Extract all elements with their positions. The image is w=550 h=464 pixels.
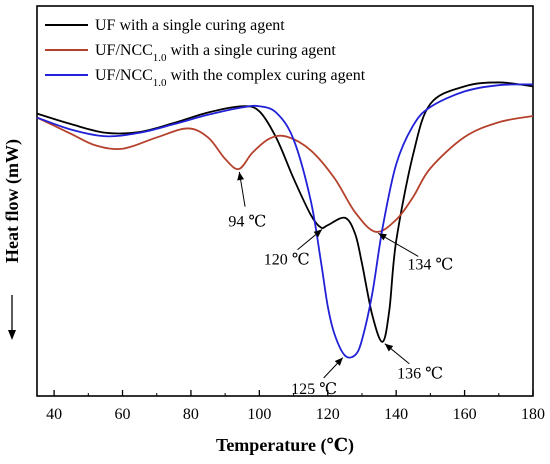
x-tick-label-120: 120 xyxy=(316,406,340,423)
annotation-125: 125 ℃ xyxy=(291,357,344,398)
annotation-arrowhead xyxy=(384,343,394,352)
x-tick-label-160: 160 xyxy=(453,406,477,423)
legend-label-2: UF/NCC1.0 with a single curing agent xyxy=(95,42,336,64)
x-tick-label-140: 140 xyxy=(384,406,408,423)
annotation-label: 120 ℃ xyxy=(264,252,310,269)
x-tick-label-180: 180 xyxy=(521,406,545,423)
annotation-94: 94 ℃ xyxy=(228,171,266,231)
y-axis-arrow xyxy=(8,295,16,340)
legend-label-1: UF with a single curing agent xyxy=(95,17,285,34)
annotation-label: 94 ℃ xyxy=(228,214,266,231)
x-tick-label-80: 80 xyxy=(183,406,199,423)
annotation-arrowhead xyxy=(378,233,387,241)
annotation-arrowhead xyxy=(237,171,245,181)
legend-label-3: UF/NCC1.0 with the complex curing agent xyxy=(95,67,366,89)
x-tick-label-60: 60 xyxy=(115,406,131,423)
series-curves xyxy=(36,81,534,359)
annotations: 94 ℃ 120 ℃ 125 ℃ 134 ℃ 136 ℃ xyxy=(228,171,453,398)
x-tick-label-40: 40 xyxy=(46,406,62,423)
x-axis-label: Temperature (℃) xyxy=(216,435,354,456)
annotation-arrowhead xyxy=(313,229,323,238)
annotation-arrowhead xyxy=(334,357,343,366)
annotation-120: 120 ℃ xyxy=(264,229,323,269)
y-axis-label: Heat flow (mW) xyxy=(2,139,23,263)
annotation-label: 125 ℃ xyxy=(291,381,337,398)
annotation-136: 136 ℃ xyxy=(384,343,443,383)
series-line-1 xyxy=(36,81,534,343)
legend: UF with a single curing agent UF/NCC1.0 w… xyxy=(45,17,366,89)
annotation-label: 136 ℃ xyxy=(397,366,443,383)
plot-frame xyxy=(36,5,534,397)
series-line-3 xyxy=(36,83,534,359)
x-axis-ticks: 40 60 80 100 120 140 160 180 xyxy=(46,390,545,423)
x-tick-label-100: 100 xyxy=(247,406,271,423)
series-line-2 xyxy=(36,115,534,233)
annotation-134: 134 ℃ xyxy=(377,232,453,273)
annotation-label: 134 ℃ xyxy=(407,256,453,273)
